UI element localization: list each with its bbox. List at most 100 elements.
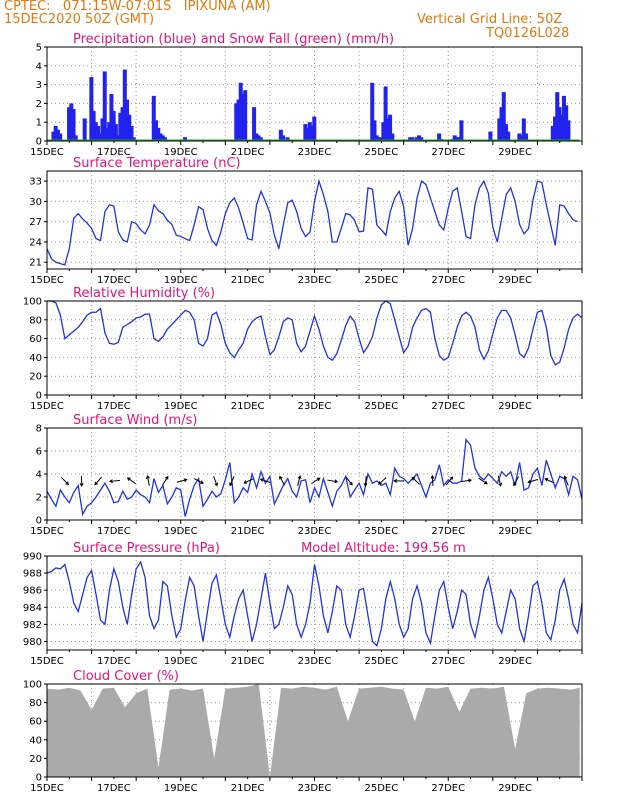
header-station: CPTEC: 071:15W-07:01S IPIXUNA (AM): [4, 0, 271, 14]
wind-arrow-head: [430, 474, 435, 479]
y-tick-label: 20: [29, 754, 42, 765]
y-tick-label: 0: [36, 516, 42, 527]
precip-bar: [457, 137, 462, 141]
wind-arrow-head: [229, 482, 233, 487]
x-tick-label: 29DEC: [498, 147, 532, 158]
wind-title: Surface Wind (m/s): [73, 413, 197, 428]
wind-arrow-head: [449, 476, 454, 481]
x-tick-label: 23DEC: [298, 401, 332, 412]
precip-bar: [454, 137, 459, 141]
wind-arrow: [147, 475, 150, 486]
x-tick-label: 29DEC: [498, 656, 532, 667]
precip-bar: [131, 137, 136, 141]
precip-bar: [113, 124, 118, 141]
x-tick-label: 23DEC: [298, 656, 332, 667]
precip-bar: [521, 118, 526, 141]
precip-bar: [410, 137, 415, 141]
wind-arrow: [445, 476, 453, 486]
y-tick-label: 40: [29, 353, 42, 364]
precip-bar: [501, 92, 506, 141]
precip-bar: [82, 118, 87, 141]
precip-bar: [116, 135, 121, 141]
precip-bar: [151, 95, 156, 141]
precip-bar: [156, 127, 161, 141]
x-tick-label: 21DEC: [231, 656, 265, 667]
x-tick-label: 19DEC: [164, 147, 198, 158]
precip-bar: [51, 131, 56, 141]
precip-bar: [307, 122, 312, 141]
y-tick-label: 4: [36, 470, 42, 481]
precip-bar: [524, 133, 529, 141]
y-tick-label: 60: [29, 334, 42, 345]
x-tick-label: 17DEC: [97, 656, 131, 667]
precip-bar: [372, 120, 377, 141]
precip-bar: [122, 69, 127, 141]
x-tick-label: 21DEC: [231, 147, 265, 158]
x-tick-label: 17DEC: [97, 275, 131, 286]
precip-bar: [96, 125, 101, 141]
y-tick-label: 3: [36, 80, 42, 91]
precip-bar: [376, 137, 381, 141]
wind-arrow-head: [363, 482, 368, 487]
precip-bar: [555, 92, 560, 141]
precip-bar: [160, 135, 165, 141]
y-tick-label: 988: [23, 569, 42, 580]
x-tick-label: 15DEC: [30, 275, 64, 286]
x-tick-label: 19DEC: [164, 783, 198, 794]
model-altitude: Model Altitude: 199.56 m: [301, 541, 466, 556]
y-tick-label: 100: [23, 680, 42, 691]
precip-bar: [89, 77, 94, 141]
precip-bar: [111, 110, 116, 141]
wind-arrow-head: [483, 480, 488, 485]
precip-bar: [252, 107, 257, 141]
wind-arrow: [478, 477, 488, 485]
y-tick-label: 984: [23, 603, 42, 614]
wind-arrow: [461, 479, 472, 483]
precip-bar: [499, 107, 504, 141]
x-tick-label: 17DEC: [97, 526, 131, 537]
humidity-title: Relative Humidity (%): [73, 286, 215, 301]
y-tick-label: 8: [36, 424, 42, 435]
y-tick-label: 2: [36, 99, 42, 110]
cloud-area: [47, 684, 580, 777]
precip-bar: [125, 99, 130, 141]
precip-bar: [561, 95, 566, 141]
wind-arrow-head: [65, 481, 70, 486]
wind-arrow-head: [109, 479, 113, 484]
precip-bar: [243, 90, 248, 141]
precip-bar: [98, 133, 103, 141]
y-tick-label: 980: [23, 637, 42, 648]
y-tick-label: 5: [36, 43, 42, 54]
x-tick-label: 29DEC: [498, 401, 532, 412]
wind-arrow-head: [126, 477, 131, 481]
x-tick-label: 25DEC: [365, 783, 399, 794]
x-tick-label: 19DEC: [164, 275, 198, 286]
precip-title: Precipitation (blue) and Snow Fall (gree…: [73, 32, 394, 47]
x-tick-label: 21DEC: [231, 783, 265, 794]
x-tick-label: 27DEC: [431, 275, 465, 286]
y-tick-label: 21: [29, 258, 42, 269]
y-tick-label: 0: [36, 773, 42, 784]
x-tick-label: 23DEC: [298, 526, 332, 537]
precip-bar: [109, 94, 114, 141]
precip-bar: [67, 107, 72, 141]
precip-bar: [497, 118, 502, 141]
wind-arrow: [260, 478, 271, 483]
wind-arrow: [544, 478, 555, 484]
precip-bar: [285, 137, 290, 141]
y-tick-label: 1: [36, 118, 42, 129]
x-tick-label: 19DEC: [164, 401, 198, 412]
y-tick-label: 6: [36, 447, 42, 458]
wind-arrow: [60, 476, 69, 485]
wind-arrow: [497, 475, 502, 486]
x-tick-label: 25DEC: [365, 147, 399, 158]
precip-bar: [278, 129, 283, 141]
precip-bar: [256, 135, 261, 141]
precip-bar: [370, 82, 375, 141]
wind-arrow: [327, 479, 338, 483]
wind-arrow-head: [378, 481, 382, 485]
x-tick-label: 19DEC: [164, 656, 198, 667]
wind-arrow-head: [297, 475, 302, 480]
precip-bar: [517, 133, 522, 141]
precip-bar: [100, 118, 105, 141]
